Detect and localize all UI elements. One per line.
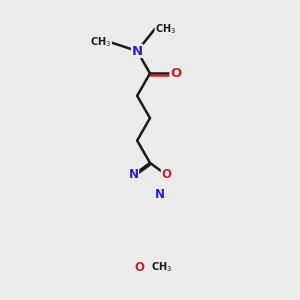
Text: O: O <box>135 261 145 274</box>
Text: N: N <box>155 188 165 201</box>
Text: N: N <box>132 44 143 58</box>
Text: CH$_3$: CH$_3$ <box>152 260 172 274</box>
Text: O: O <box>170 67 181 80</box>
Text: CH$_3$: CH$_3$ <box>155 22 176 36</box>
Text: CH$_3$: CH$_3$ <box>90 36 111 50</box>
Text: N: N <box>129 168 139 181</box>
Text: O: O <box>161 168 171 181</box>
